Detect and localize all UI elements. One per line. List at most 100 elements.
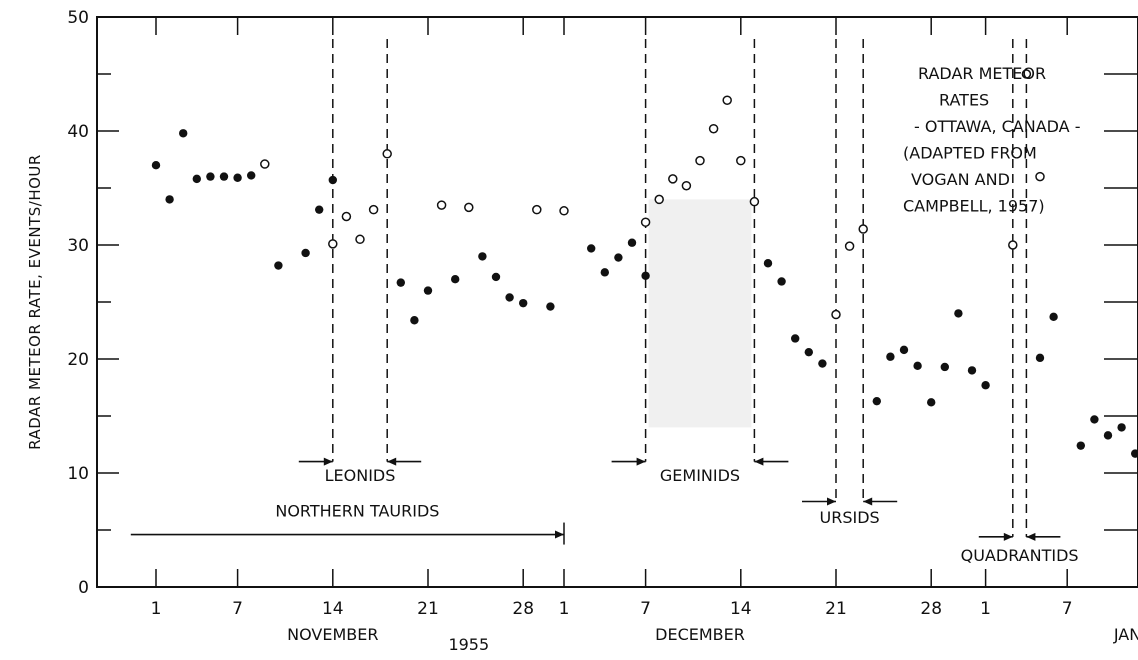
month-label: JANUARY	[1113, 625, 1138, 644]
filled-point	[1035, 353, 1045, 363]
x-tick-label: 14	[730, 599, 752, 619]
filled-point	[777, 277, 786, 286]
taurids-label: NORTHERN TAURIDS	[275, 501, 439, 520]
x-tick-label: 28	[512, 599, 534, 619]
x-tick-label: 7	[640, 599, 651, 619]
month-label: NOVEMBER	[287, 625, 378, 644]
y-tick-label: 10	[67, 464, 89, 484]
filled-point	[491, 272, 501, 282]
filled-point	[872, 396, 881, 406]
filled-point	[1103, 431, 1113, 440]
shower-markers: LEONIDS GEMINIDS URSIDS QUADRANTIDS NORTHERN…	[130, 39, 1079, 565]
filled-point	[967, 366, 977, 375]
data-points	[151, 69, 1138, 458]
filled-point	[165, 195, 174, 204]
shower-arrow-head	[1003, 532, 1013, 541]
filled-point	[804, 347, 813, 357]
annotation-line: - OTTAWA, CANADA -	[914, 117, 1080, 136]
y-tick-label: 50	[67, 8, 89, 28]
shower-arrow-head	[863, 497, 873, 506]
y-tick-label: 0	[78, 578, 89, 598]
filled-point	[913, 361, 922, 371]
x-tick-label: 14	[322, 599, 344, 619]
month-label: 1955	[448, 635, 489, 654]
x-tick-label: 21	[417, 599, 439, 619]
shower-label: LEONIDS	[325, 466, 396, 485]
open-point	[1035, 171, 1045, 182]
filled-point	[954, 309, 963, 318]
open-point	[260, 159, 270, 169]
filled-point	[1090, 415, 1099, 424]
open-point	[1021, 69, 1032, 79]
x-tick-label: 1	[151, 599, 162, 619]
open-point	[708, 123, 719, 134]
filled-point	[763, 259, 773, 268]
shower-label: GEMINIDS	[660, 466, 740, 485]
filled-point	[1049, 312, 1058, 322]
shower-label: QUADRANTIDS	[961, 546, 1079, 565]
filled-point	[396, 278, 405, 287]
open-point	[559, 206, 569, 216]
filled-point	[206, 172, 215, 181]
filled-point	[1131, 449, 1138, 458]
axis-labels: 010203040501714212817142128171421NOVEMBE…	[67, 8, 1138, 654]
open-point	[355, 234, 365, 245]
y-axis-label: RADAR METEOR RATE, EVENTS/HOUR	[26, 154, 44, 450]
chart-annotation: RADAR METEOR RATES - OTTAWA, CANADA - (ADAP…	[903, 64, 1080, 216]
geminid-shading	[648, 199, 752, 428]
geminid-shade	[648, 199, 752, 428]
x-tick-label: 1	[980, 599, 991, 619]
filled-point	[600, 268, 609, 277]
open-point	[382, 149, 392, 159]
y-tick-label: 20	[67, 350, 89, 370]
filled-point	[451, 275, 460, 284]
open-point	[668, 174, 678, 184]
filled-point	[1076, 441, 1086, 450]
shower-arrow-head	[754, 457, 764, 466]
filled-point	[315, 205, 324, 214]
filled-point	[274, 261, 283, 270]
filled-point	[899, 345, 909, 355]
open-point	[436, 200, 447, 210]
shower-arrow-head	[323, 457, 333, 466]
open-point	[722, 95, 732, 105]
filled-point	[505, 293, 514, 302]
axis-ticks	[97, 16, 1138, 588]
filled-point	[478, 252, 487, 261]
x-tick-label: 21	[825, 599, 847, 619]
filled-point	[587, 244, 596, 253]
open-point	[341, 211, 352, 222]
filled-point	[219, 172, 229, 181]
open-point	[464, 202, 474, 213]
x-tick-label: 7	[1062, 599, 1073, 619]
x-tick-label: 7	[232, 599, 243, 619]
filled-point	[1117, 423, 1126, 432]
filled-point	[627, 238, 637, 247]
x-tick-label: 28	[920, 599, 942, 619]
open-point	[1008, 240, 1018, 250]
open-point	[831, 309, 841, 320]
shower-arrow-head	[1026, 532, 1036, 541]
x-tick-label: 1	[559, 599, 570, 619]
y-tick-label: 30	[67, 236, 89, 256]
shower-arrow-head	[387, 457, 397, 466]
open-point	[858, 224, 868, 234]
filled-point	[301, 248, 310, 258]
annotation-line: CAMPBELL, 1957)	[903, 197, 1045, 216]
filled-point	[546, 302, 555, 311]
filled-point	[614, 253, 623, 262]
filled-point	[981, 381, 990, 390]
filled-point	[519, 298, 528, 308]
annotation-line: RADAR METEOR	[918, 64, 1046, 83]
filled-point	[886, 352, 895, 361]
annotation-line: VOGAN AND	[911, 170, 1010, 189]
filled-point	[192, 174, 201, 184]
filled-point	[927, 398, 936, 407]
filled-point	[641, 271, 650, 280]
open-point	[368, 204, 379, 215]
y-tick-label: 40	[67, 122, 89, 142]
filled-point	[247, 171, 256, 180]
filled-point	[233, 173, 242, 182]
shower-arrow-head	[827, 497, 836, 506]
